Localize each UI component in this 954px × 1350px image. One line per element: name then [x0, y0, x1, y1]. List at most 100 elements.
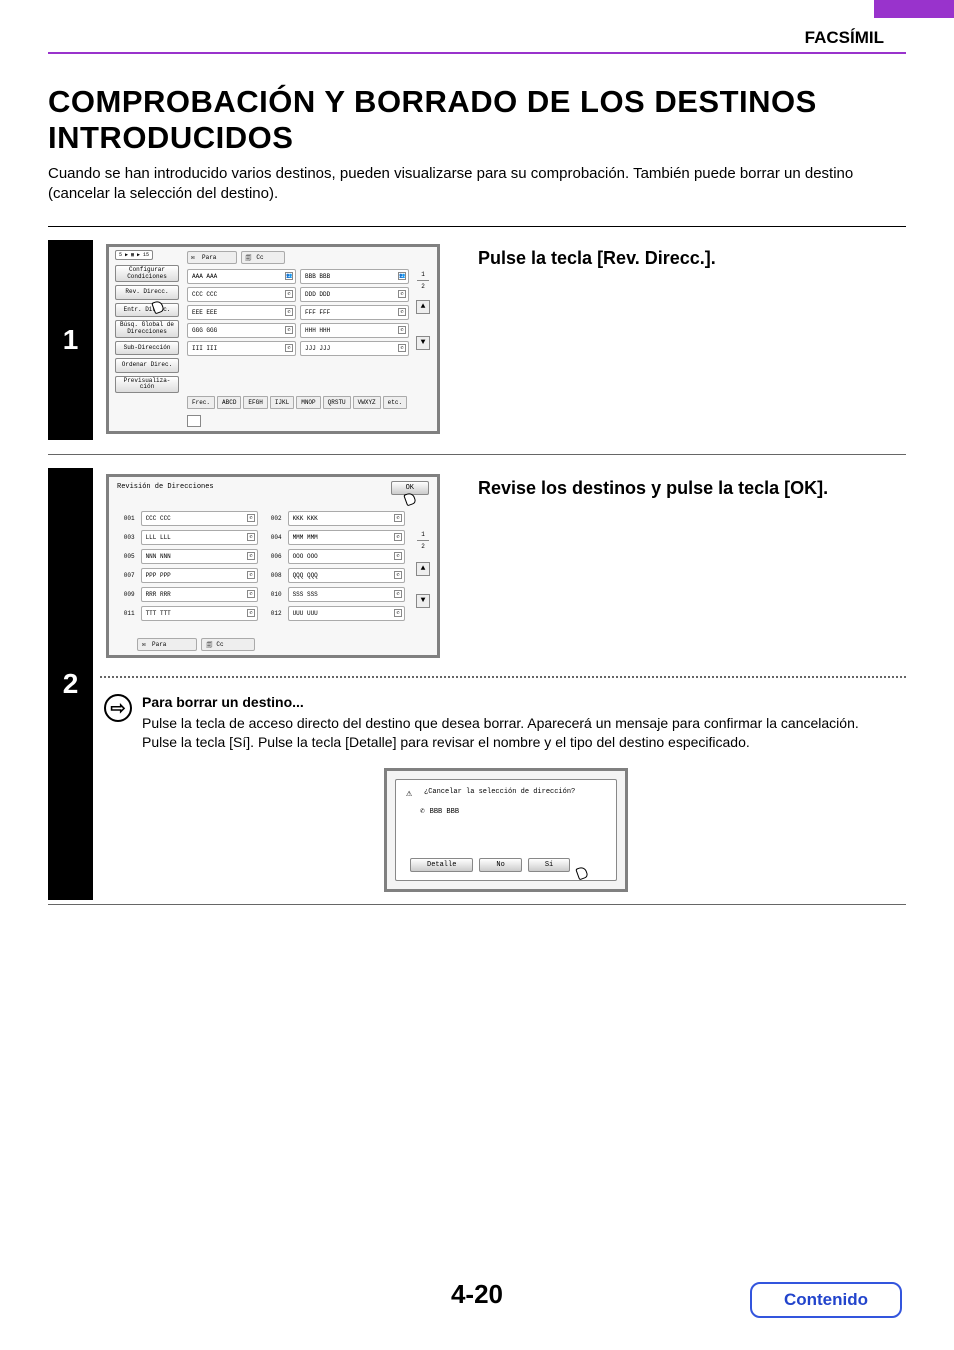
note-arrow-icon: ⇨	[104, 694, 132, 722]
alpha-mnop[interactable]: MNOP	[296, 396, 320, 409]
scroll-up-button[interactable]: ▲	[416, 562, 430, 576]
page-title: COMPROBACIÓN Y BORRADO DE LOS DESTINOS I…	[48, 84, 906, 155]
dashed-divider	[100, 676, 906, 678]
alpha-efgh[interactable]: EFGH	[243, 396, 267, 409]
cell-ccc[interactable]: CCC CCC✆	[187, 287, 296, 302]
confirm-dialog: ⚠ ¿Cancelar la selección de dirección? ✆…	[384, 768, 628, 892]
screen1-topbar-text: 5 ▶ ▦ ▶ 15	[119, 252, 149, 258]
screen1-tabs: ✉Para 🗐Cc	[187, 251, 285, 264]
phone-icon: ✆	[247, 533, 255, 541]
row-num: 008	[264, 572, 282, 579]
sidebar-btn-ordenar[interactable]: Ordenar Direc.	[115, 358, 179, 373]
step-2-digit: 2	[63, 668, 79, 700]
phone-icon: ✆	[285, 308, 293, 316]
cell-mmm[interactable]: MMM MMM✆	[288, 530, 405, 545]
alpha-vwxyz[interactable]: VWXYZ	[353, 396, 381, 409]
note-title: Para borrar un destino...	[142, 694, 304, 710]
header-underline	[48, 52, 906, 54]
sidebar-btn-preview[interactable]: Previsualiza- ción	[115, 376, 179, 393]
cell-kkk[interactable]: KKK KKK✆	[288, 511, 405, 526]
screen-1-panel: 5 ▶ ▦ ▶ 15 Configurar Condiciones Rev. D…	[106, 244, 440, 434]
contents-link-button[interactable]: Contenido	[750, 1282, 902, 1318]
detail-button[interactable]: Detalle	[410, 858, 473, 872]
row-num: 010	[264, 591, 282, 598]
screen2-grid: 001 CCC CCC✆ 002 KKK KKK✆ 003 LLL LLL✆ 0…	[117, 511, 405, 625]
phone-icon: ✆	[394, 609, 402, 617]
cell-iii[interactable]: III III✆	[187, 341, 296, 356]
row-num: 006	[264, 553, 282, 560]
step-number-2: 2	[48, 468, 93, 900]
cell-nnn[interactable]: NNN NNN✆	[141, 549, 258, 564]
cell-sss[interactable]: SSS SSS✆	[288, 587, 405, 602]
cell-ccc[interactable]: CCC CCC✆	[141, 511, 258, 526]
cell-ggg[interactable]: GGG GGG✆	[187, 323, 296, 338]
no-button[interactable]: No	[479, 858, 521, 872]
cell-eee[interactable]: EEE EEE✆	[187, 305, 296, 320]
tab-cc[interactable]: 🗐Cc	[241, 251, 284, 264]
screen1-alpha-tabs: Frec. ABCD EFGH IJKL MNOP QRSTU VWXYZ et…	[187, 396, 407, 409]
sidebar-btn-rev-direcc[interactable]: Rev. Direcc.	[115, 285, 179, 300]
yes-button[interactable]: Sí	[528, 858, 570, 872]
divider-step1-end	[48, 454, 906, 455]
cell-rrr[interactable]: RRR RRR✆	[141, 587, 258, 602]
row-num: 007	[117, 572, 135, 579]
cursor-icon	[577, 867, 595, 885]
screen2-pager: 1 2 ▲ ▼	[415, 531, 431, 608]
cell-ooo[interactable]: OOO OOO✆	[288, 549, 405, 564]
pager-pos: 1	[421, 531, 425, 538]
phone-icon: ✆	[394, 590, 402, 598]
cursor-icon	[405, 493, 423, 511]
cell-aaa[interactable]: AAA AAA👥	[187, 269, 296, 284]
screen2-bottom-tabs: ✉Para 🗐Cc	[137, 638, 255, 651]
phone-icon: ✆	[394, 514, 402, 522]
scroll-up-button[interactable]: ▲	[416, 300, 430, 314]
section-label: FACSÍMIL	[805, 28, 884, 48]
sidebar-btn-config[interactable]: Configurar Condiciones	[115, 265, 179, 282]
tab-para[interactable]: ✉Para	[187, 251, 237, 264]
cell-bbb[interactable]: BBB BBB👥	[300, 269, 409, 284]
dialog-message: ¿Cancelar la selección de dirección?	[424, 788, 575, 796]
tab-cc[interactable]: 🗐Cc	[201, 638, 254, 651]
row-num: 011	[117, 610, 135, 617]
cell-ttt[interactable]: TTT TTT✆	[141, 606, 258, 621]
group-icon: 👥	[398, 272, 406, 280]
group-icon: 👥	[285, 272, 293, 280]
pager-pos: 1	[421, 271, 425, 278]
cell-uuu[interactable]: UUU UUU✆	[288, 606, 405, 621]
step1-instruction: Pulse la tecla [Rev. Direcc.].	[478, 248, 716, 269]
cell-hhh[interactable]: HHH HHH✆	[300, 323, 409, 338]
alpha-abcd[interactable]: ABCD	[217, 396, 241, 409]
alpha-ijkl[interactable]: IJKL	[270, 396, 294, 409]
row-num: 012	[264, 610, 282, 617]
cell-lll[interactable]: LLL LLL✆	[141, 530, 258, 545]
phone-icon: ✆	[394, 571, 402, 579]
phone-icon: ✆	[285, 326, 293, 334]
phone-icon: ✆	[247, 590, 255, 598]
sidebar-btn-sub-direccion[interactable]: Sub-Dirección	[115, 341, 179, 356]
cell-ppp[interactable]: PPP PPP✆	[141, 568, 258, 583]
phone-icon: ✆	[398, 326, 406, 334]
row-num: 003	[117, 534, 135, 541]
cell-ddd[interactable]: DDD DDD✆	[300, 287, 409, 302]
alpha-frec[interactable]: Frec.	[187, 396, 215, 409]
scroll-down-button[interactable]: ▼	[416, 336, 430, 350]
cell-fff[interactable]: FFF FFF✆	[300, 305, 409, 320]
cursor-icon	[153, 301, 171, 319]
cell-jjj[interactable]: JJJ JJJ✆	[300, 341, 409, 356]
phone-icon: ✆	[398, 290, 406, 298]
cell-qqq[interactable]: QQQ QQQ✆	[288, 568, 405, 583]
sidebar-btn-busq-global[interactable]: Búsq. Global de Direcciones	[115, 320, 179, 337]
scroll-down-button[interactable]: ▼	[416, 594, 430, 608]
phone-icon: ✆	[394, 552, 402, 560]
screen1-sidebar: Configurar Condiciones Rev. Direcc. Entr…	[115, 265, 179, 393]
phone-icon: ✆	[285, 290, 293, 298]
tab-para[interactable]: ✉Para	[137, 638, 197, 651]
phone-icon: ✆	[247, 514, 255, 522]
alpha-etc[interactable]: etc.	[383, 396, 407, 409]
step-number-1: 1	[48, 240, 93, 440]
phone-icon: ✆	[247, 552, 255, 560]
screen1-topbar: 5 ▶ ▦ ▶ 15	[115, 250, 153, 260]
preview-thumbnail-icon[interactable]	[187, 415, 201, 427]
header-accent-bar	[874, 0, 954, 18]
alpha-qrstu[interactable]: QRSTU	[323, 396, 351, 409]
